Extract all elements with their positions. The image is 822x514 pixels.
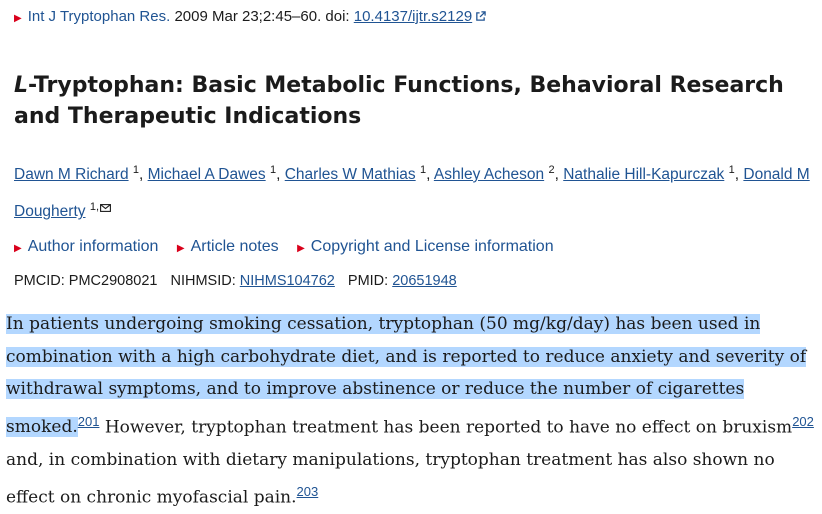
pmcid: PMCID: PMC2908021	[14, 273, 158, 289]
journal-link[interactable]: Int J Tryptophan Res.	[27, 8, 171, 25]
author-link[interactable]: Dawn M Richard	[14, 166, 129, 184]
doi-link[interactable]: 10.4137/ijtr.s2129	[353, 8, 473, 25]
reference-link[interactable]: 201	[77, 413, 100, 429]
expand-triangle-icon: ▶	[297, 243, 305, 254]
author-link[interactable]: Charles W Mathias	[284, 166, 416, 184]
author-link[interactable]: Nathalie Hill-Kapurczak	[563, 166, 725, 184]
author-list: Dawn M Richard 1, Michael A Dawes 1, Cha…	[14, 164, 810, 221]
copyright-toggle[interactable]: ▶ Copyright and License information	[297, 238, 554, 255]
expand-triangle-icon: ▶	[176, 243, 185, 254]
author-information-toggle[interactable]: ▶ Author information	[14, 238, 159, 255]
article-notes-toggle[interactable]: ▶ Article notes	[176, 238, 279, 255]
article-ids: PMCID: PMC2908021 NIHMSID: NIHMS104762 P…	[14, 273, 457, 289]
nihmsid-link[interactable]: NIHMS104762	[239, 273, 335, 289]
external-link-icon	[476, 11, 486, 21]
pmid-label: PMID:	[347, 273, 389, 289]
author-link[interactable]: Ashley Acheson	[433, 166, 545, 184]
article-meta-links: ▶ Author information ▶ Article notes ▶ Copy…	[14, 238, 568, 256]
mail-icon[interactable]	[100, 204, 111, 213]
reference-link[interactable]: 202	[792, 413, 814, 429]
author-link[interactable]: Michael A Dawes	[147, 166, 266, 184]
article-title: L-Tryptophan: Basic Metabolic Functions,…	[14, 73, 784, 129]
nihmsid-label: NIHMSID:	[170, 273, 236, 289]
expand-triangle-icon[interactable]: ▶	[14, 13, 22, 24]
article-paragraph: In patients undergoing smoking cessation…	[6, 314, 814, 508]
citation-date: 2009 Mar 23;2:45–60. doi:	[174, 8, 354, 25]
citation-line: ▶ Int J Tryptophan Res. 2009 Mar 23;2:45–…	[14, 8, 486, 25]
reference-link[interactable]: 203	[296, 484, 319, 500]
pmid-link[interactable]: 20651948	[392, 273, 457, 289]
expand-triangle-icon: ▶	[14, 243, 22, 254]
author-link[interactable]: Donald M Dougherty	[14, 166, 810, 221]
